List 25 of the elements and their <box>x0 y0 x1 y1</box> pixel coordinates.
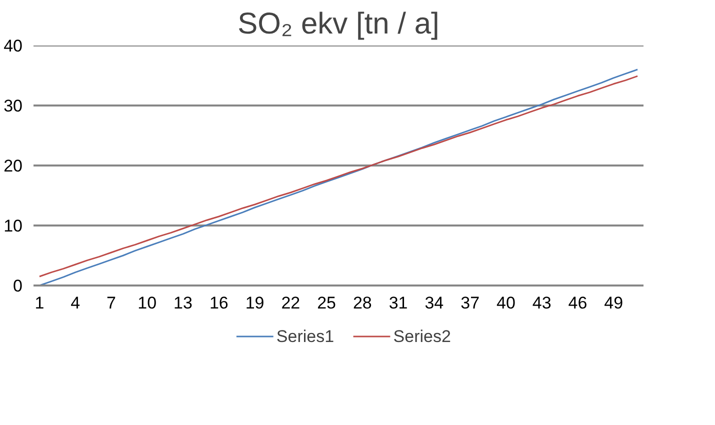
x-tick-label: 49 <box>604 294 624 312</box>
x-tick-label: 46 <box>568 294 588 312</box>
x-tick-label: 25 <box>317 294 336 312</box>
x-tick-label: 37 <box>460 294 480 312</box>
x-tick-label: 34 <box>424 294 444 312</box>
x-tick-label: 28 <box>352 294 372 312</box>
x-tick-label: 43 <box>532 294 552 312</box>
x-tick-label: 22 <box>281 294 300 312</box>
x-tick-label: 1 <box>34 294 44 312</box>
y-tick-label: 20 <box>4 156 23 176</box>
y-tick-label: 10 <box>4 216 23 236</box>
y-tick-label: 40 <box>4 36 23 56</box>
x-tick-label: 7 <box>106 294 116 312</box>
x-tick-label: 19 <box>245 294 264 312</box>
x-tick-label: 31 <box>388 294 408 312</box>
x-tick-label: 13 <box>174 294 192 312</box>
y-tick-label: 0 <box>13 276 23 296</box>
legend-label: Series2 <box>393 327 451 346</box>
y-tick-label: 30 <box>4 96 23 116</box>
x-tick-label: 10 <box>138 294 157 312</box>
legend-label: Series1 <box>276 327 334 346</box>
x-tick-label: 40 <box>496 294 516 312</box>
x-tick-label: 4 <box>70 294 80 312</box>
chart-title: SO₂ ekv [tn / a] <box>238 8 440 40</box>
x-tick-label: 16 <box>209 294 228 312</box>
